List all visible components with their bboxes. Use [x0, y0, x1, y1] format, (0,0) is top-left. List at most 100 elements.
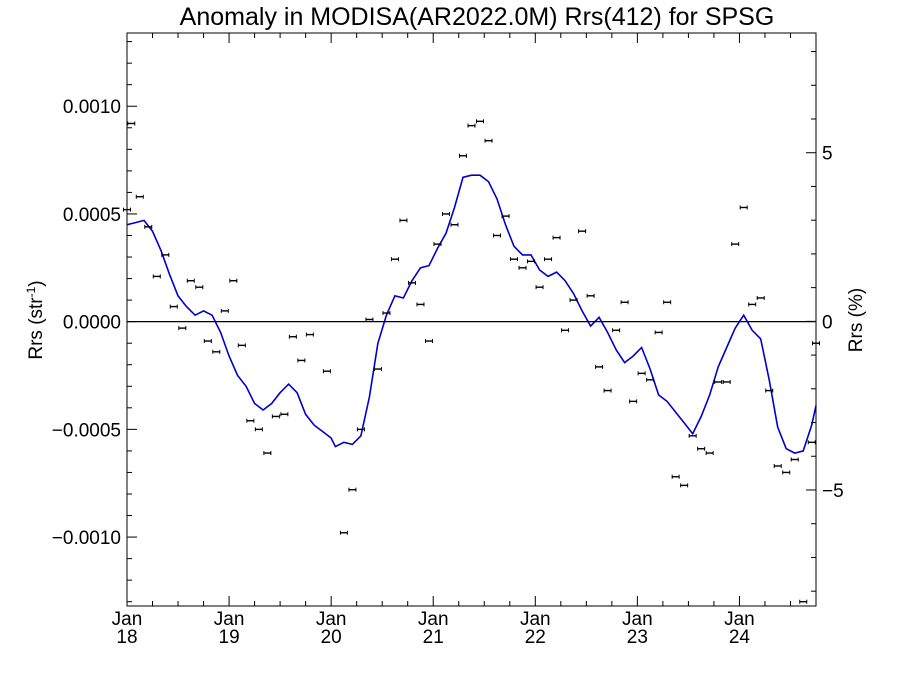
y2-tick-label: 5	[822, 144, 833, 165]
data-point	[620, 300, 629, 305]
data-point	[646, 377, 655, 382]
data-point	[714, 379, 723, 384]
x-tick-label-month: Jan	[520, 609, 551, 630]
data-point	[595, 364, 604, 369]
data-point	[220, 308, 229, 313]
data-point	[765, 388, 774, 393]
y2-tick-label: 0	[822, 312, 833, 333]
x-tick-label-month: Jan	[316, 609, 347, 630]
data-point	[271, 414, 280, 419]
data-point	[161, 252, 170, 257]
data-point	[322, 369, 331, 374]
data-point	[476, 119, 485, 124]
data-point	[552, 235, 561, 240]
x-tick-label-month: Jan	[724, 609, 755, 630]
data-point	[178, 326, 187, 331]
data-point	[127, 121, 136, 126]
data-point	[739, 205, 748, 210]
y-tick-label: 0.0005	[63, 205, 121, 226]
data-point	[654, 330, 663, 335]
data-point	[450, 222, 459, 227]
plot-frame	[126, 32, 817, 607]
data-point	[305, 332, 314, 337]
data-point	[229, 278, 238, 283]
x-tick-label-year: 19	[219, 627, 240, 648]
x-tick-label-year: 21	[423, 627, 444, 648]
y-axis-label-left: Rrs (str-1)	[24, 280, 47, 359]
data-point	[586, 293, 595, 298]
data-point	[544, 257, 553, 262]
data-point	[782, 470, 791, 475]
data-point	[510, 257, 519, 262]
x-tick-label-month: Jan	[622, 609, 653, 630]
data-point	[135, 194, 144, 199]
data-point	[424, 339, 433, 344]
y-axis-label-left-superscript: -1	[24, 286, 38, 297]
x-tick-label-month: Jan	[214, 609, 245, 630]
data-point	[348, 487, 357, 492]
data-point	[637, 371, 646, 376]
data-point	[441, 211, 450, 216]
data-point	[212, 349, 221, 354]
x-tick-label-year: 23	[627, 627, 648, 648]
data-point	[373, 367, 382, 372]
data-point	[527, 259, 536, 264]
data-point	[237, 343, 246, 348]
data-point	[578, 229, 587, 234]
x-tick-label-year: 22	[525, 627, 546, 648]
data-point	[263, 451, 272, 456]
data-point	[705, 451, 714, 456]
data-point	[382, 311, 391, 316]
data-point	[186, 278, 195, 283]
data-point	[748, 302, 757, 307]
data-point	[484, 138, 493, 143]
x-tick-label-year: 24	[729, 627, 751, 648]
y-tick-label: 0.0000	[63, 313, 121, 334]
data-point	[629, 399, 638, 404]
data-point	[433, 242, 442, 247]
x-tick-label-year: 20	[321, 627, 342, 648]
data-point	[603, 388, 612, 393]
data-point	[722, 379, 731, 384]
x-tick-label-month: Jan	[418, 609, 449, 630]
data-point	[501, 214, 510, 219]
data-point	[152, 274, 161, 279]
data-point	[365, 317, 374, 322]
trend-line	[126, 174, 817, 454]
data-point	[339, 530, 348, 535]
data-point	[535, 285, 544, 290]
chart-title: Anomaly in MODISA(AR2022.0M) Rrs(412) fo…	[180, 3, 775, 31]
y-axis-label-left-text: Rrs (str-1)	[24, 280, 47, 359]
data-point	[756, 295, 765, 300]
data-point	[407, 280, 416, 285]
data-point	[416, 302, 425, 307]
data-point	[246, 418, 255, 423]
data-point	[493, 233, 502, 238]
data-point	[612, 328, 621, 333]
data-point	[697, 446, 706, 451]
data-point	[203, 339, 212, 344]
data-point	[399, 218, 408, 223]
data-point	[254, 427, 263, 432]
data-point	[518, 265, 527, 270]
data-point	[680, 483, 689, 488]
y-tick-label: −0.0005	[52, 420, 121, 441]
data-point	[356, 427, 365, 432]
y-tick-label: 0.0010	[63, 97, 121, 118]
x-tick-label-year: 18	[116, 627, 137, 648]
data-point	[773, 463, 782, 468]
y-tick-label: −0.0010	[52, 528, 121, 549]
data-point	[458, 153, 467, 158]
data-point	[467, 123, 476, 128]
y-axis-label-right: Rrs (%)	[846, 288, 867, 352]
data-point	[688, 433, 697, 438]
data-point	[390, 257, 399, 262]
data-point	[671, 474, 680, 479]
data-point	[280, 412, 289, 417]
data-point	[663, 300, 672, 305]
x-tick-label-month: Jan	[112, 609, 143, 630]
data-point	[288, 334, 297, 339]
y2-tick-label: −5	[822, 481, 844, 502]
data-point	[195, 285, 204, 290]
